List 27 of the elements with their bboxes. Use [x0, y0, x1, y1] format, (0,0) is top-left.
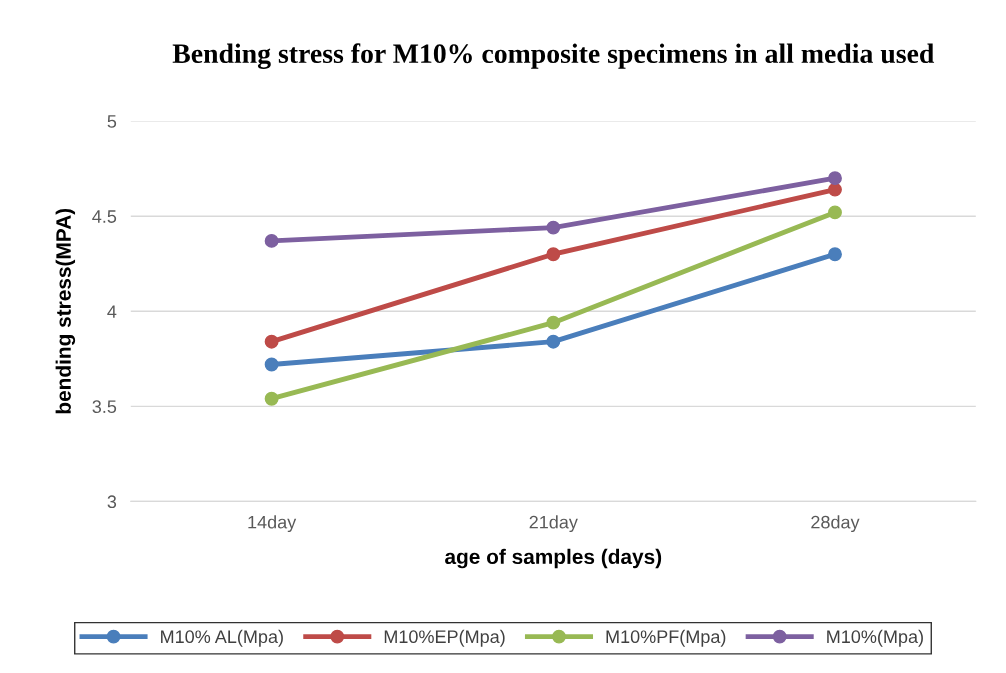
point: [264, 233, 279, 248]
x-tick-label: 14day: [248, 515, 297, 533]
point: [264, 391, 279, 406]
y-tick-label: 4.5: [92, 210, 117, 223]
point: [264, 334, 279, 349]
legend-label: M10% AL(Mpa): [161, 629, 283, 647]
y-axis-title: bending stress(MPA): [55, 208, 76, 414]
point: [828, 205, 842, 220]
point: [264, 357, 279, 372]
point: [546, 334, 561, 349]
legend-label: M10%(Mpa): [827, 629, 923, 647]
x-axis-title: age of samples (days): [445, 548, 662, 569]
point: [546, 247, 561, 262]
point: [828, 182, 842, 197]
point: [546, 315, 561, 330]
y-tick-label: 3: [107, 495, 117, 509]
point: [546, 220, 561, 235]
legend-label: M10%PF(Mpa): [606, 629, 726, 647]
y-tick-label: 3.5: [92, 400, 117, 414]
legend-label: M10%EP(Mpa): [384, 629, 505, 647]
x-tick-label: 21day: [529, 515, 578, 533]
y-tick-label: 5: [107, 115, 117, 128]
chart-title: Bending stress for M10% composite specimens in all media used: [172, 43, 935, 69]
point: [828, 247, 842, 262]
x-tick-label: 28day: [811, 515, 860, 533]
point: [828, 171, 842, 186]
y-tick-label: 4: [107, 305, 117, 318]
